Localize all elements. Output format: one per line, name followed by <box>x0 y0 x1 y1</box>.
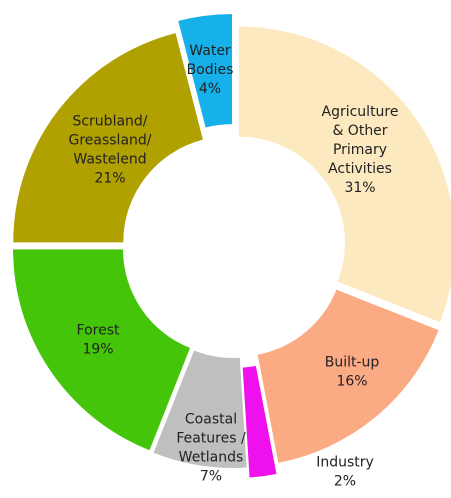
segment-label: Water Bodies 4% <box>187 43 234 97</box>
category-label: & Other <box>332 123 387 139</box>
value-label: 7% <box>200 469 222 485</box>
category-label: Water <box>189 43 231 59</box>
category-label: Scrubland/ <box>72 114 147 130</box>
category-label: Wastelend <box>73 152 146 168</box>
donut-segment <box>238 26 451 323</box>
segment-label: Built-up 16% <box>325 355 380 390</box>
value-label: 2% <box>334 474 356 490</box>
value-label: 21% <box>94 171 125 187</box>
category-label: Industry <box>316 455 374 471</box>
segment-label: Industry 2% <box>316 455 374 490</box>
category-label: Forest <box>77 323 120 339</box>
segment-label: Agriculture & Other Primary Activities 31% <box>322 104 399 196</box>
category-label: Features / <box>176 431 246 447</box>
segment-label: Coastal Features / Wetlands 7% <box>176 412 246 485</box>
donut-segment <box>13 249 191 451</box>
value-label: 4% <box>199 81 221 97</box>
category-label: Wetlands <box>179 450 244 466</box>
donut-segment <box>153 350 247 468</box>
category-label: Built-up <box>325 355 380 371</box>
value-label: 19% <box>82 342 113 358</box>
category-label: Coastal <box>185 412 237 428</box>
category-label: Agriculture <box>322 104 399 120</box>
donut-segment <box>242 365 277 478</box>
segment-label: Forest 19% <box>77 323 120 358</box>
category-label: Bodies <box>187 62 234 78</box>
donut-segment <box>13 33 203 243</box>
value-label: 16% <box>336 374 367 390</box>
category-label: Greassland/ <box>68 133 151 149</box>
segment-label: Scrubland/Greassland/Wastelend 21% <box>68 114 151 187</box>
donut-segment <box>257 289 439 463</box>
category-label: Activities <box>328 161 392 177</box>
category-label: Primary <box>333 142 387 158</box>
value-label: 31% <box>344 180 375 196</box>
donut-segment <box>178 14 232 128</box>
